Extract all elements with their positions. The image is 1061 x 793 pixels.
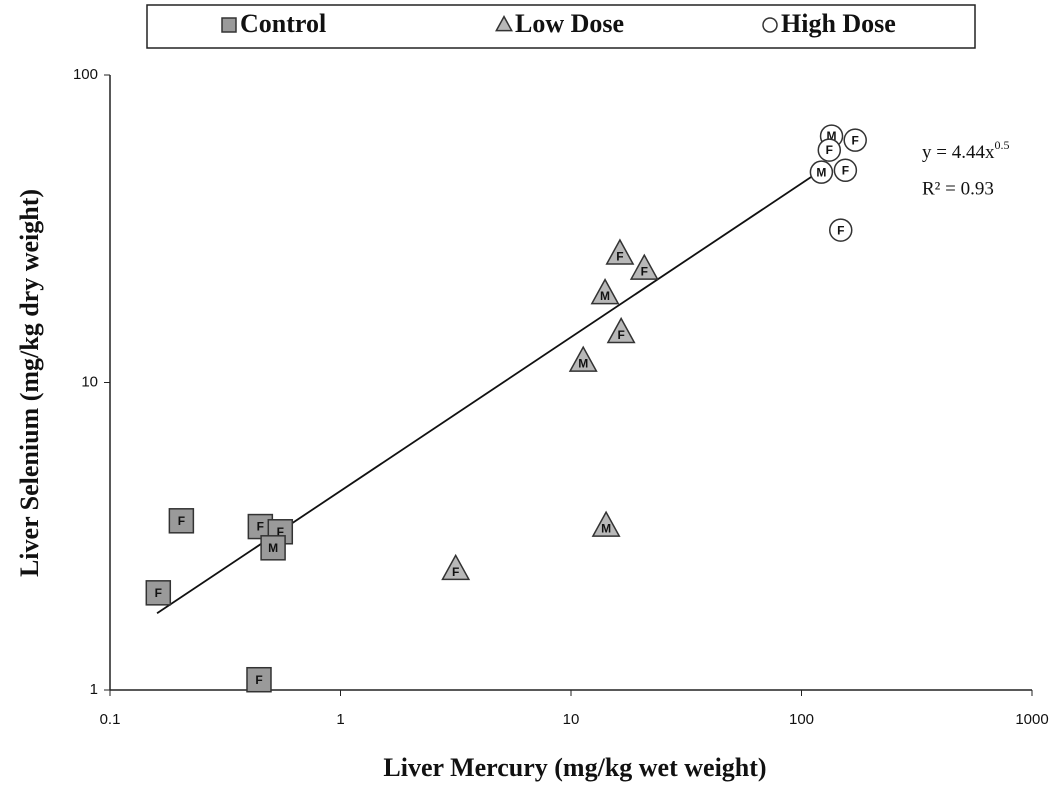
marker-triangle xyxy=(605,238,635,265)
marker-square xyxy=(145,580,172,606)
y-axis-title: Liver Selenium (mg/kg dry weight) xyxy=(15,189,44,577)
marker-circle xyxy=(828,218,853,242)
equation-exponent: 0.5 xyxy=(994,138,1009,152)
point-label: F xyxy=(852,133,859,147)
point-label: F xyxy=(837,223,844,237)
x-tick-label: 1 xyxy=(336,711,344,728)
x-tick-label: 1000 xyxy=(1015,711,1048,728)
legend-label: High Dose xyxy=(781,9,896,38)
marker-triangle xyxy=(591,510,621,537)
marker-circle xyxy=(762,17,778,33)
point-label: F xyxy=(277,525,284,539)
point-label: F xyxy=(452,565,459,579)
legend-box xyxy=(146,4,976,49)
point-label: F xyxy=(826,143,833,157)
y-tick-label: 100 xyxy=(73,66,98,83)
trendline xyxy=(156,165,829,615)
point-label: F xyxy=(617,328,624,342)
marker-triangle xyxy=(568,345,598,372)
marker-square xyxy=(246,666,272,693)
point-label: F xyxy=(616,250,623,264)
point-label: F xyxy=(255,673,262,687)
marker-circle xyxy=(843,128,867,152)
point-label: M xyxy=(578,357,588,371)
legend-label: Control xyxy=(240,9,326,38)
x-tick-label: 0.1 xyxy=(100,711,121,728)
marker-circle xyxy=(817,138,842,162)
point-label: F xyxy=(641,265,648,279)
equation-text: y = 4.44x xyxy=(922,142,995,163)
r-squared: R² = 0.93 xyxy=(922,178,994,199)
marker-circle xyxy=(833,158,858,183)
point-label: M xyxy=(600,289,610,303)
marker-triangle xyxy=(629,253,659,280)
y-tick-label: 1 xyxy=(90,681,98,698)
marker-triangle xyxy=(495,15,513,32)
point-label: M xyxy=(268,541,278,555)
x-axis-title: Liver Mercury (mg/kg wet weight) xyxy=(383,753,766,782)
x-tick-label: 10 xyxy=(563,711,580,728)
x-tick-label: 100 xyxy=(789,711,814,728)
marker-triangle xyxy=(590,278,620,305)
point-label: M xyxy=(816,165,826,179)
marker-triangle xyxy=(606,316,636,344)
equation: y = 4.44x0.5 xyxy=(922,138,1009,164)
marker-square xyxy=(168,508,195,534)
marker-square xyxy=(221,17,237,33)
point-label: F xyxy=(257,520,264,534)
point-label: M xyxy=(827,129,837,143)
legend-label: Low Dose xyxy=(515,9,624,38)
marker-triangle xyxy=(441,553,471,581)
point-label: M xyxy=(601,522,611,536)
marker-circle xyxy=(809,160,834,184)
point-label: F xyxy=(178,514,185,528)
marker-square xyxy=(260,535,286,561)
y-tick-label: 10 xyxy=(81,373,98,390)
point-label: F xyxy=(842,163,849,177)
point-label: F xyxy=(155,586,162,600)
